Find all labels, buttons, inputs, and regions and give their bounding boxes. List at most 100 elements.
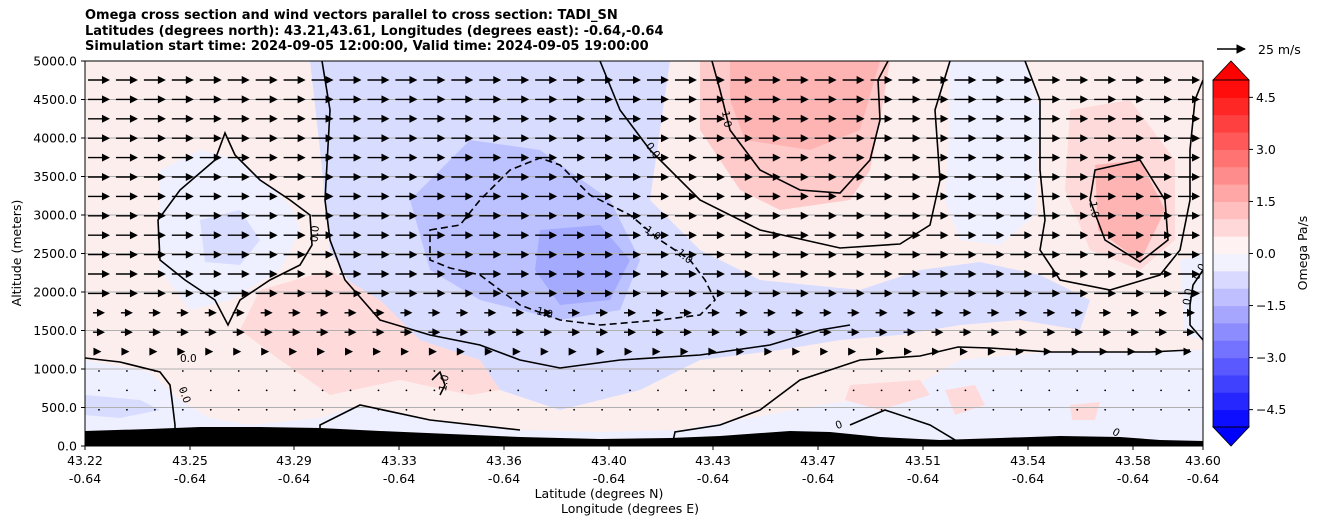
wind-vector-head (213, 76, 222, 84)
x-tick-label-lon: -0.64 (383, 471, 415, 486)
wind-vector-head (968, 231, 977, 240)
wind-vector-head (297, 250, 306, 259)
wind-vector (153, 370, 156, 372)
y-tick-label: 1500.0 (33, 323, 77, 338)
wind-vector-head (605, 270, 614, 278)
wind-vector-head (1108, 211, 1117, 220)
fill-neg-low-left (85, 395, 160, 418)
wind-vector (126, 389, 128, 392)
wind-vector-head (912, 250, 921, 259)
wind-vector-head (521, 153, 530, 162)
wind-vector-head (437, 250, 446, 259)
x-axis: 43.22 -0.64 43.25 -0.64 43.29 -0.64 43.33 -0.64… (67, 446, 1221, 486)
wind-vector-head (800, 211, 809, 220)
wind-vector-head (488, 328, 497, 337)
wind-vector-head (409, 270, 418, 278)
wind-vector-head (683, 308, 692, 317)
wind-vector-head (409, 211, 418, 220)
wind-vector-head (968, 289, 977, 298)
wind-vector-head (353, 211, 362, 220)
wind-vector (1160, 370, 1162, 372)
wind-vector-head (800, 114, 809, 123)
wind-vector-head (856, 289, 865, 298)
wind-vector-head (437, 289, 446, 298)
wind-vector-head (1192, 134, 1201, 143)
wind-vector (293, 370, 296, 372)
wind-vector-head (851, 328, 860, 337)
wind-vector (1020, 408, 1023, 411)
colorbar-tick-label: −4.5 (1256, 402, 1286, 417)
wind-vector-head (1164, 95, 1173, 104)
wind-vector-head (744, 153, 753, 162)
wind-vector-head (1164, 114, 1173, 123)
wind-vector-head (828, 250, 837, 259)
wind-vector-head (101, 76, 110, 84)
wind-vector-head (633, 76, 642, 84)
wind-vector-head (345, 347, 354, 356)
wind-vector-head (521, 270, 530, 278)
wind-vector (740, 389, 743, 392)
wind-vector-head (149, 347, 158, 356)
wind-vector (265, 408, 268, 411)
colorbar-label: Omega Pa/s (1295, 216, 1310, 291)
wind-vector-head (124, 328, 133, 337)
wind-vector-head (549, 270, 558, 278)
wind-vector-head (744, 211, 753, 220)
wind-vector-head (213, 114, 222, 123)
wind-vector-head (129, 153, 138, 162)
wind-vector-head (907, 328, 916, 337)
wind-vector-head (544, 308, 553, 317)
wind-vector-head (828, 173, 837, 181)
wind-vector-head (129, 211, 138, 220)
x-tick-label-lon: -0.64 (907, 471, 939, 486)
wind-vector-head (968, 95, 977, 104)
wind-vector-head (1164, 250, 1173, 259)
wind-vector-head (800, 76, 809, 84)
wind-vector-head (1192, 173, 1201, 181)
wind-vector-head (795, 308, 804, 317)
y-axis: 0.0 500.0 1000.0 1500.0 2000.0 2500.0 3000.0 35… (33, 54, 85, 454)
wind-vector-head (680, 347, 689, 356)
wind-vector-head (968, 76, 977, 84)
wind-vector-head (633, 153, 642, 162)
wind-vector-head (372, 347, 381, 356)
wind-vector-head (516, 308, 525, 317)
x-tick-label-lon: -0.64 (697, 471, 729, 486)
wind-vector-head (968, 211, 977, 220)
wind-vector-head (968, 134, 977, 143)
wind-vector (685, 370, 687, 372)
wind-vector-head (940, 231, 949, 240)
wind-vector (433, 408, 436, 411)
y-tick-label: 2500.0 (33, 246, 77, 261)
wind-vector-head (688, 114, 697, 123)
colorbar-band (1213, 166, 1249, 185)
wind-vector-head (711, 328, 720, 337)
y-tick-label: 3000.0 (33, 208, 77, 223)
wind-vector-head (101, 231, 110, 240)
wind-vector-head (633, 211, 642, 220)
colorbar-band (1213, 97, 1249, 116)
contour-label: 1.0 (437, 374, 452, 393)
wind-vector-head (157, 153, 166, 162)
wind-vector-head (996, 134, 1005, 143)
wind-vector (685, 408, 687, 411)
wind-vector-head (716, 114, 725, 123)
wind-vector-head (521, 231, 530, 240)
wind-vector-head (1108, 76, 1117, 84)
wind-vector (405, 408, 408, 411)
wind-vector-head (157, 192, 166, 201)
wind-vector (796, 370, 799, 372)
wind-vector-head (185, 153, 194, 162)
wind-vector-head (381, 114, 390, 123)
wind-vector-head (1047, 328, 1056, 337)
wind-vector-head (688, 153, 697, 162)
wind-vector-head (633, 134, 642, 143)
wind-vector-head (1080, 76, 1089, 84)
wind-vector-head (828, 134, 837, 143)
wind-vector-head (493, 173, 502, 181)
wind-vector-head (101, 211, 110, 220)
wind-vector-head (968, 114, 977, 123)
wind-vector-head (185, 134, 194, 143)
wind-vector-head (744, 114, 753, 123)
wind-vector-head (101, 192, 110, 201)
